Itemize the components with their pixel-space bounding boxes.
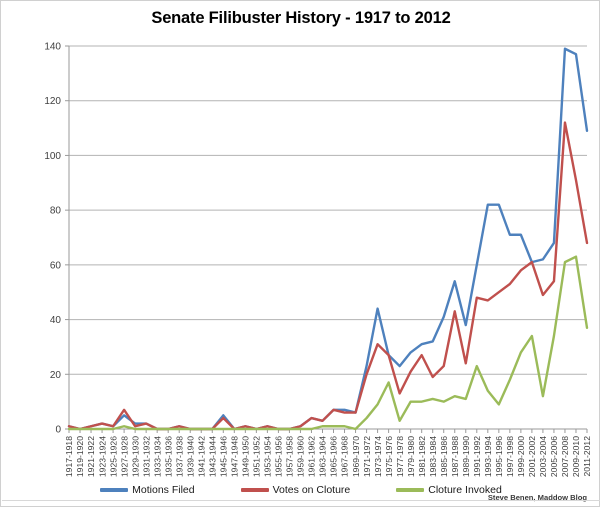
y-axis: 0 20 40 60 80 100 120 140 <box>44 42 70 436</box>
x-tick-label: 1997-1998 <box>505 436 515 477</box>
x-tick-label: 1949-1950 <box>241 436 251 477</box>
x-tick-label: 1939-1940 <box>185 436 195 477</box>
legend-label: Cloture Invoked <box>428 484 502 496</box>
bottom-divider <box>2 500 600 501</box>
x-tick-label: 2011-2012 <box>582 436 592 477</box>
legend-label: Motions Filed <box>132 484 195 496</box>
x-tick-label: 1959-1960 <box>296 436 306 477</box>
x-tick-label: 1917-1918 <box>64 436 74 477</box>
x-tick-label: 1995-1996 <box>494 436 504 477</box>
legend-item-cloture-invoked[interactable]: Cloture Invoked <box>396 484 502 496</box>
legend-item-votes-on-cloture[interactable]: Votes on Cloture <box>240 484 351 496</box>
y-tick-label: 80 <box>50 206 62 217</box>
x-tick-label: 2007-2008 <box>560 436 570 477</box>
x-tick-label: 1961-1962 <box>307 436 317 477</box>
x-tick-label: 2003-2004 <box>538 436 548 477</box>
x-tick-label: 1941-1942 <box>196 436 206 477</box>
x-tick-label: 1943-1944 <box>207 436 217 477</box>
series-line-cloture-invoked <box>67 255 589 431</box>
x-tick-label: 1985-1986 <box>439 436 449 477</box>
y-tick-label: 60 <box>50 260 62 271</box>
x-tick-label: 1935-1936 <box>163 436 173 477</box>
x-tick-label: 1925-1926 <box>108 436 118 477</box>
x-tick-label: 1969-1970 <box>351 436 361 477</box>
legend-swatch-icon <box>396 488 425 492</box>
x-tick-label: 1975-1976 <box>384 436 394 477</box>
x-tick-label: 1999-2000 <box>516 436 526 477</box>
legend-swatch-icon <box>100 488 129 492</box>
x-tick-label: 1993-1994 <box>483 436 493 477</box>
x-tick-label: 2009-2010 <box>571 436 581 477</box>
x-tick-label: 2001-2002 <box>527 436 537 477</box>
x-tick-label: 1991-1992 <box>472 436 482 477</box>
y-tick-label: 0 <box>55 425 61 436</box>
y-tick-label: 120 <box>44 96 61 107</box>
x-tick-label: 1937-1938 <box>174 436 184 477</box>
x-tick-label: 1981-1982 <box>417 436 427 477</box>
chart-legend: Motions Filed Votes on Cloture Cloture Inv… <box>1 482 600 498</box>
x-tick-label: 1945-1946 <box>218 436 228 477</box>
legend-item-motions-filed[interactable]: Motions Filed <box>100 484 195 496</box>
data-series <box>67 47 589 431</box>
x-tick-label: 1967-1968 <box>340 436 350 477</box>
x-tick-label: 1921-1922 <box>86 436 96 477</box>
chart-title: Senate Filibuster History - 1917 to 2012 <box>151 9 451 27</box>
x-tick-label: 1947-1948 <box>230 436 240 477</box>
x-tick-label: 1957-1958 <box>285 436 295 477</box>
x-tick-label: 1929-1930 <box>130 436 140 477</box>
x-tick-label: 1923-1924 <box>97 436 107 477</box>
x-tick-label: 1989-1990 <box>461 436 471 477</box>
x-tick-label: 1965-1966 <box>329 436 339 477</box>
x-tick-label: 1953-1954 <box>263 436 273 477</box>
x-tick-label: 2005-2006 <box>549 436 559 477</box>
x-tick-label: 1979-1980 <box>406 436 416 477</box>
chart-credit: Steve Benen, Maddow Blog <box>487 493 587 502</box>
x-tick-label: 1977-1978 <box>395 436 405 477</box>
x-tick-label: 1927-1928 <box>119 436 129 477</box>
x-tick-label: 1963-1964 <box>318 436 328 477</box>
y-tick-label: 140 <box>44 42 61 53</box>
legend-label: Votes on Cloture <box>272 484 351 496</box>
y-tick-label: 20 <box>50 370 62 381</box>
x-tick-label: 1919-1920 <box>75 436 85 477</box>
x-tick-label: 1955-1956 <box>274 436 284 477</box>
gridlines <box>69 45 587 430</box>
y-tick-label: 40 <box>50 315 62 326</box>
x-tick-label: 1933-1934 <box>152 436 162 477</box>
legend-swatch-icon <box>240 488 269 492</box>
x-tick-label: 1987-1988 <box>450 436 460 477</box>
x-tick-label: 1971-1972 <box>362 436 372 477</box>
x-tick-label: 1983-1984 <box>428 436 438 477</box>
x-tick-label: 1931-1932 <box>141 436 151 477</box>
series-line-motions-filed <box>67 47 589 431</box>
y-tick-label: 100 <box>44 151 61 162</box>
x-tick-label: 1951-1952 <box>252 436 262 477</box>
x-tick-label: 1973-1974 <box>373 436 383 477</box>
x-axis: 1917-1918 1919-1920 1921-1922 1923-1924 1925… <box>64 428 592 477</box>
